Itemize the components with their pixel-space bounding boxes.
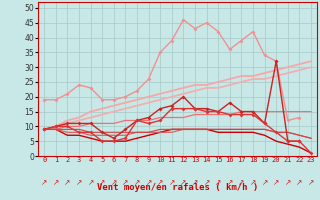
Text: ↗: ↗ bbox=[308, 178, 314, 187]
Text: ↗: ↗ bbox=[238, 178, 244, 187]
Text: ↗: ↗ bbox=[111, 178, 117, 187]
Text: ↗: ↗ bbox=[273, 178, 279, 187]
Text: ↗: ↗ bbox=[261, 178, 268, 187]
Text: ↗: ↗ bbox=[145, 178, 152, 187]
Text: ↗: ↗ bbox=[64, 178, 71, 187]
Text: ↗: ↗ bbox=[76, 178, 82, 187]
Text: ↗: ↗ bbox=[87, 178, 94, 187]
Text: ↗: ↗ bbox=[180, 178, 187, 187]
Text: ↗: ↗ bbox=[215, 178, 221, 187]
Text: ↗: ↗ bbox=[296, 178, 303, 187]
Text: ↗: ↗ bbox=[41, 178, 47, 187]
Text: ↗: ↗ bbox=[284, 178, 291, 187]
Text: ↗: ↗ bbox=[250, 178, 256, 187]
Text: ↗: ↗ bbox=[169, 178, 175, 187]
X-axis label: Vent moyen/en rafales ( km/h ): Vent moyen/en rafales ( km/h ) bbox=[97, 183, 258, 192]
Text: ↗: ↗ bbox=[52, 178, 59, 187]
Text: ↗: ↗ bbox=[157, 178, 164, 187]
Text: ↗: ↗ bbox=[192, 178, 198, 187]
Text: ↗: ↗ bbox=[99, 178, 105, 187]
Text: ↗: ↗ bbox=[227, 178, 233, 187]
Text: ↗: ↗ bbox=[134, 178, 140, 187]
Text: ↗: ↗ bbox=[122, 178, 129, 187]
Text: ↗: ↗ bbox=[204, 178, 210, 187]
